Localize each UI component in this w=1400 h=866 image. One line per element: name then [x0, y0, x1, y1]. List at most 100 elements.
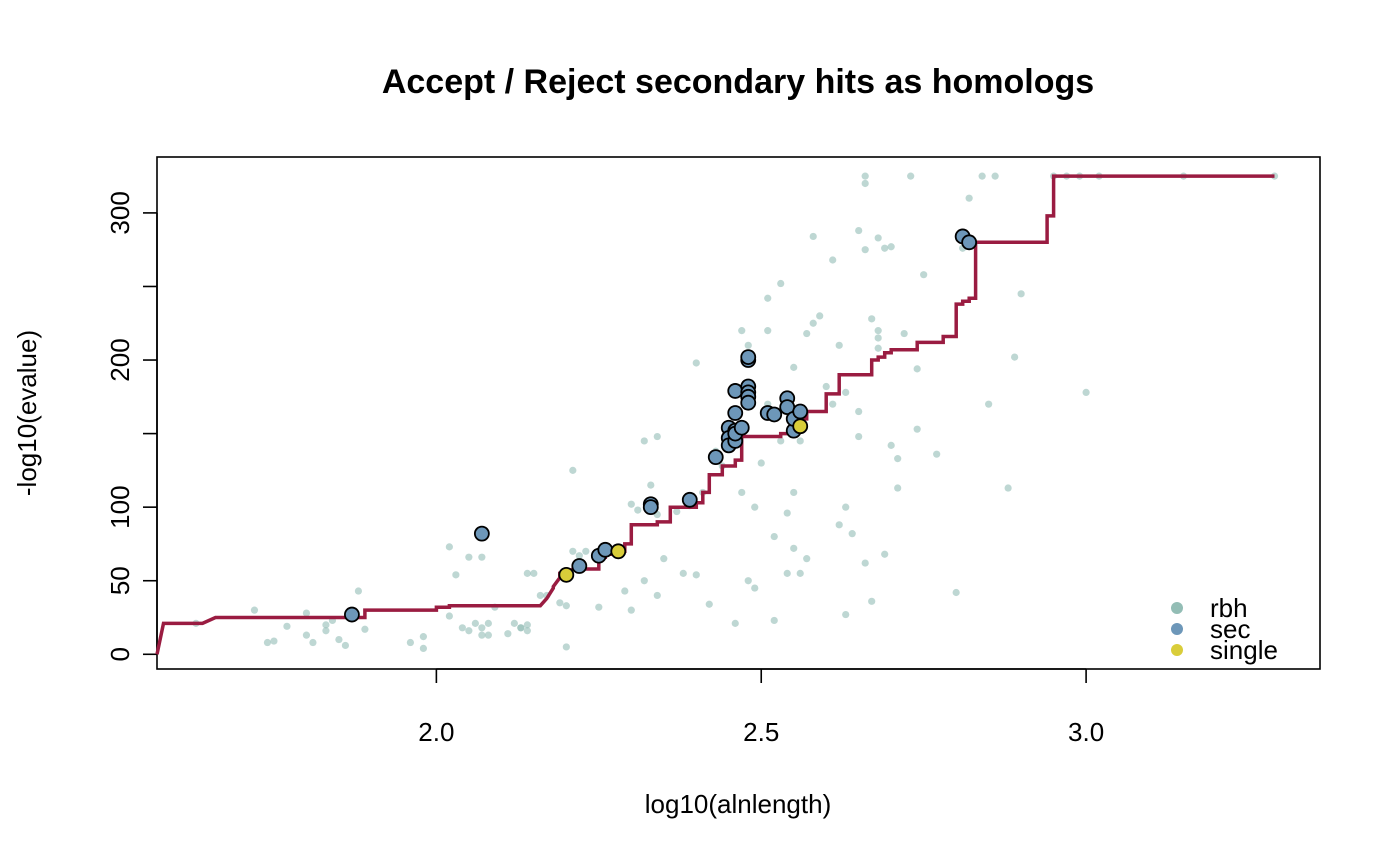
sec-point — [344, 606, 360, 623]
rbh-point — [751, 584, 759, 592]
y-tick-label: 300 — [105, 191, 135, 234]
rbh-point — [894, 455, 902, 463]
rbh-point — [790, 488, 798, 497]
sec-point — [792, 403, 809, 420]
rbh-point — [322, 627, 330, 635]
y-axis-label: -log10(evalue) — [12, 330, 42, 496]
rbh-point — [302, 631, 311, 639]
rbh-point — [842, 610, 850, 619]
rbh-point — [452, 571, 460, 579]
rbh-point — [575, 552, 583, 560]
legend-label-rbh: rbh — [1210, 593, 1248, 623]
rbh-point — [673, 507, 681, 516]
rbh-point — [322, 621, 330, 629]
rbh-points — [192, 172, 1279, 653]
rbh-point — [881, 244, 889, 252]
rbh-point — [913, 425, 921, 433]
rbh-point — [471, 619, 479, 627]
rbh-point — [530, 569, 538, 577]
x-tick-label: 2.5 — [743, 717, 779, 747]
rbh-point — [887, 441, 895, 449]
sec-point — [766, 406, 783, 423]
single-point — [610, 543, 627, 560]
rbh-point — [796, 437, 804, 445]
rbh-point — [478, 631, 486, 639]
rbh-point — [1011, 353, 1019, 361]
rbh-point — [777, 279, 785, 288]
rbh-point — [731, 619, 739, 627]
chart-title: Accept / Reject secondary hits as homolo… — [382, 63, 1094, 101]
rbh-point — [523, 627, 531, 635]
rbh-point — [822, 382, 830, 391]
rbh-point — [764, 327, 772, 335]
rbh-point — [757, 459, 765, 467]
rbh-point — [842, 388, 850, 397]
single-point — [792, 418, 809, 435]
rbh-point — [309, 638, 317, 647]
rbh-point — [952, 588, 960, 597]
rbh-point — [504, 630, 512, 638]
sec-point — [961, 234, 978, 251]
rbh-point — [465, 553, 473, 561]
rbh-point — [270, 637, 278, 645]
rbh-point — [835, 521, 843, 529]
rbh-point — [354, 587, 363, 595]
rbh-point — [894, 484, 902, 492]
rbh-point — [790, 544, 798, 552]
rbh-point — [881, 550, 889, 558]
legend-swatch-rbh — [1171, 602, 1183, 614]
rbh-point — [419, 644, 427, 653]
rbh-point — [478, 624, 486, 632]
sec-point — [740, 349, 757, 365]
rbh-point — [809, 232, 817, 241]
rbh-point — [335, 635, 343, 644]
y-tick-label: 50 — [105, 566, 135, 595]
rbh-point — [562, 602, 570, 610]
sec-point — [681, 491, 698, 508]
threshold-step-line — [155, 174, 1275, 655]
rbh-point — [985, 400, 993, 408]
rbh-point — [647, 481, 655, 489]
rbh-point — [458, 624, 466, 632]
rbh-point — [283, 622, 291, 630]
rbh-point — [484, 619, 492, 627]
rbh-point — [803, 329, 811, 338]
rbh-point — [848, 530, 856, 538]
rbh-point — [653, 432, 661, 441]
rbh-point — [263, 638, 272, 647]
rbh-point — [621, 587, 629, 595]
rbh-point — [705, 600, 713, 608]
rbh-point — [406, 638, 414, 647]
rbh-point — [653, 591, 661, 600]
rbh-point — [933, 450, 941, 458]
rbh-point — [920, 271, 928, 279]
rbh-point — [582, 547, 590, 555]
rbh-point — [874, 334, 882, 342]
legend-label-sec: sec — [1210, 614, 1250, 644]
rbh-point — [627, 606, 635, 614]
legend-label-single: single — [1210, 635, 1278, 665]
rbh-point — [361, 625, 369, 633]
sec-point — [707, 449, 724, 466]
rbh-point — [913, 365, 921, 373]
rbh-point — [1017, 290, 1025, 298]
rbh-point — [445, 543, 453, 551]
rbh-point — [861, 246, 869, 254]
rbh-point — [536, 591, 544, 600]
rbh-point — [302, 609, 311, 617]
rbh-point — [764, 294, 772, 302]
rbh-point — [569, 466, 577, 474]
rbh-point — [738, 327, 746, 335]
rbh-point — [640, 437, 648, 445]
rbh-point — [1082, 388, 1090, 397]
rbh-point — [783, 569, 791, 577]
y-tick-label: 100 — [105, 485, 135, 528]
rbh-point — [887, 243, 895, 251]
rbh-point — [855, 407, 863, 416]
rbh-point — [796, 569, 804, 577]
rbh-point — [419, 633, 427, 641]
rbh-point — [738, 488, 746, 497]
rbh-point — [835, 341, 843, 349]
rbh-point — [556, 599, 564, 607]
